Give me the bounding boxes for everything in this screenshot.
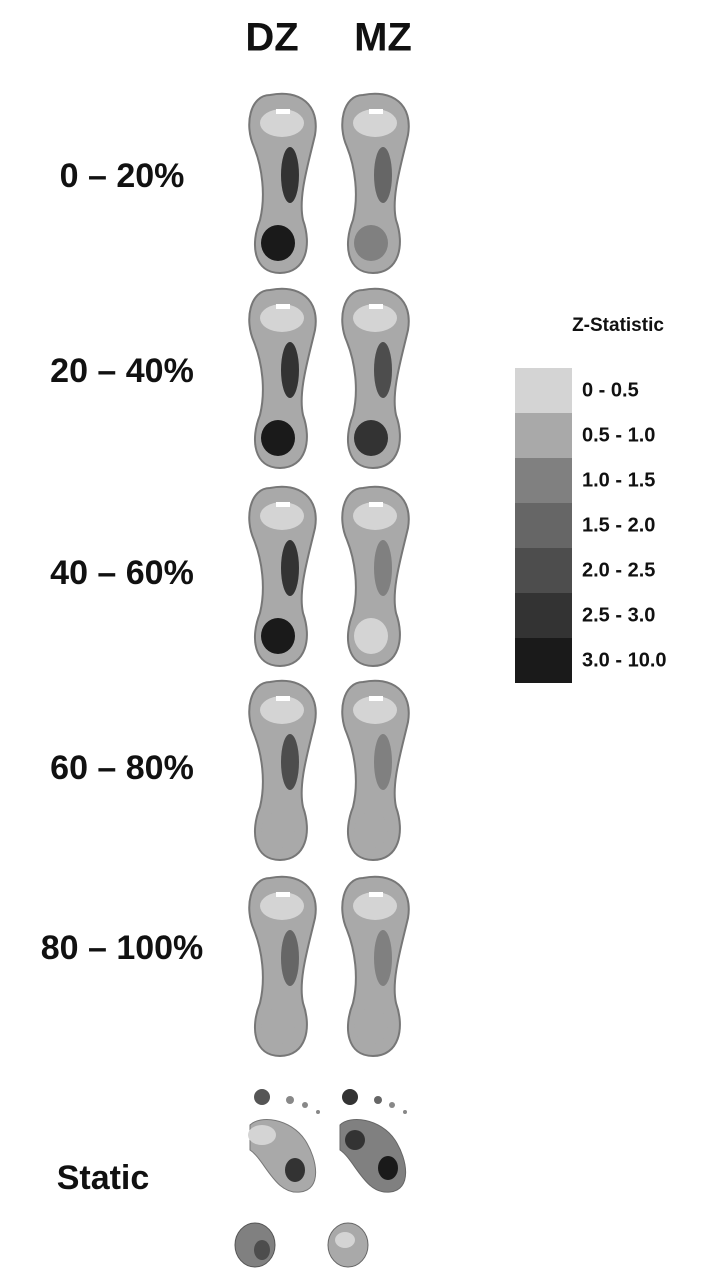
figure: DZ MZ 0 – 20% 20 – 40% 40 – 60% 60 – 80%… [0, 0, 715, 1278]
row-label: 80 – 100% [41, 929, 204, 967]
row-label: 20 – 40% [50, 352, 194, 390]
row-label: 40 – 60% [50, 554, 194, 592]
legend-label: 0 - 0.5 [582, 379, 639, 401]
legend-label: 0.5 - 1.0 [582, 424, 655, 446]
footprint [249, 487, 316, 666]
heel-area [261, 420, 295, 456]
heel-area [261, 1008, 295, 1044]
toe-gap [369, 696, 383, 701]
midfoot-area [281, 930, 299, 986]
midfoot-area [281, 147, 299, 203]
heel-area [354, 1008, 388, 1044]
heel-area [354, 618, 388, 654]
heel-area [261, 225, 295, 261]
legend-swatch [515, 548, 572, 593]
toe-gap [369, 109, 383, 114]
toe-gap [369, 502, 383, 507]
heel-area [354, 225, 388, 261]
row-label: Static [57, 1159, 150, 1197]
legend-swatch [515, 593, 572, 638]
row-label: 0 – 20% [60, 157, 185, 195]
footprint [249, 94, 316, 273]
legend: 0 - 0.5 0.5 - 1.0 1.0 - 1.5 1.5 - 2.0 2.0 - … [515, 368, 667, 683]
midfoot-area [374, 147, 392, 203]
legend-label: 1.0 - 1.5 [582, 469, 655, 491]
footprint [342, 94, 409, 273]
legend-swatch [515, 368, 572, 413]
column-header: MZ [354, 16, 412, 60]
toe-gap [276, 109, 290, 114]
toe-gap [369, 304, 383, 309]
footprint-maps [249, 94, 409, 1056]
legend-label: 2.0 - 2.5 [582, 559, 655, 581]
footprint [342, 681, 409, 860]
heel-area [354, 420, 388, 456]
toe-gap [276, 502, 290, 507]
footprint [342, 289, 409, 468]
footprint [342, 487, 409, 666]
footprint [342, 877, 409, 1056]
midfoot-area [374, 734, 392, 790]
midfoot-area [374, 342, 392, 398]
heel-area [261, 618, 295, 654]
midfoot-area [281, 540, 299, 596]
toe-gap [276, 696, 290, 701]
column-header: DZ [245, 16, 298, 60]
legend-swatch [515, 413, 572, 458]
legend-label: 2.5 - 3.0 [582, 604, 655, 626]
heel-area [354, 812, 388, 848]
toe-gap [276, 892, 290, 897]
midfoot-area [281, 734, 299, 790]
midfoot-area [374, 540, 392, 596]
toe-gap [276, 304, 290, 309]
footprint [249, 681, 316, 860]
static-maps [235, 1089, 407, 1267]
legend-label: 3.0 - 10.0 [582, 649, 667, 671]
legend-label: 1.5 - 2.0 [582, 514, 655, 536]
footprint [249, 289, 316, 468]
row-label: 60 – 80% [50, 749, 194, 787]
legend-swatch [515, 503, 572, 548]
legend-swatch [515, 638, 572, 683]
midfoot-area [374, 930, 392, 986]
toe-gap [369, 892, 383, 897]
legend-title: Z-Statistic [572, 315, 664, 336]
midfoot-area [281, 342, 299, 398]
footprint [249, 877, 316, 1056]
legend-swatch [515, 458, 572, 503]
heel-area [261, 812, 295, 848]
